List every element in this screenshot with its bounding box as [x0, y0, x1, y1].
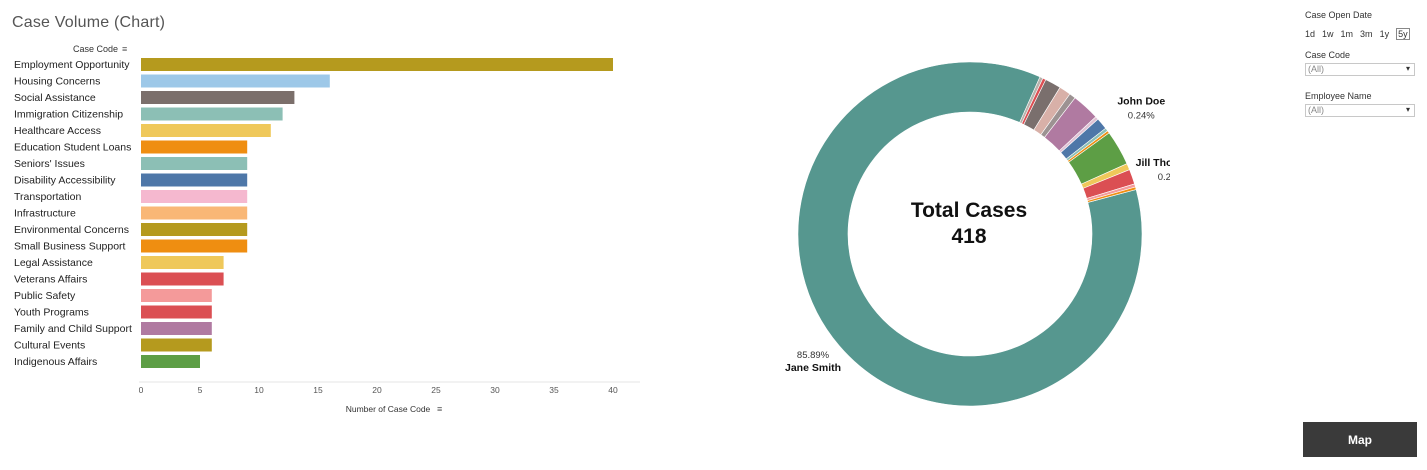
x-tick-label: 25 [431, 385, 441, 395]
bar[interactable] [141, 256, 224, 269]
category-label: Cultural Events [14, 340, 85, 352]
bar[interactable] [141, 58, 613, 71]
x-tick-label: 30 [490, 385, 500, 395]
bar[interactable] [141, 355, 200, 368]
bar[interactable] [141, 223, 248, 236]
date-range-1w[interactable]: 1w [1322, 29, 1334, 39]
category-label: Housing Concerns [14, 76, 100, 88]
x-tick-label: 40 [608, 385, 618, 395]
category-label: Legal Assistance [14, 257, 93, 269]
bar[interactable] [141, 338, 212, 352]
filter-employee-name: Employee Name (All) ▾ [1305, 91, 1415, 117]
map-button[interactable]: Map [1303, 422, 1417, 457]
date-range-selector: 1d 1w 1m 3m 1y 5y [1305, 24, 1417, 42]
category-label: Healthcare Access [14, 125, 101, 137]
donut-center-title: Total Cases [911, 199, 1027, 222]
employee-name-filter-label: Employee Name [1305, 91, 1372, 101]
x-tick-label: 0 [139, 385, 144, 395]
sort-icon[interactable]: ≡ [122, 44, 127, 54]
bar[interactable] [141, 239, 248, 253]
category-label: Public Safety [14, 290, 76, 302]
x-tick-label: 10 [254, 385, 264, 395]
category-label: Employment Opportunity [14, 59, 130, 71]
donut-slice-percent-label: 85.89% [797, 350, 830, 361]
date-range-1d[interactable]: 1d [1305, 29, 1316, 39]
donut-slice-percent-label: 0.24% [1128, 110, 1155, 121]
x-tick-label: 20 [372, 385, 382, 395]
bar[interactable] [141, 322, 212, 335]
date-range-1y[interactable]: 1y [1379, 29, 1390, 39]
category-label: Disability Accessibility [14, 175, 116, 187]
bar[interactable] [141, 157, 248, 170]
x-tick-label: 35 [549, 385, 559, 395]
dropdown-arrow-icon: ▾ [1405, 64, 1410, 73]
employee-name-dropdown-value: (All) [1308, 105, 1324, 115]
category-label: Seniors' Issues [14, 158, 85, 170]
case-code-filter-label: Case Code [1305, 50, 1351, 60]
x-axis-title: Number of Case Code [346, 404, 431, 414]
category-label: Social Assistance [14, 92, 96, 104]
donut-slice-name-label: Jane Smith [785, 362, 841, 374]
sort-icon[interactable]: ≡ [437, 404, 442, 414]
bar-chart: Case Code ≡ Employment Opportunity Housing … [14, 44, 640, 414]
bar[interactable] [141, 272, 224, 286]
donut-slice-name-label: John Doe [1117, 95, 1165, 107]
category-label: Family and Child Support [14, 323, 132, 335]
bar[interactable] [141, 206, 248, 220]
bar[interactable] [141, 74, 330, 88]
dropdown-arrow-icon: ▾ [1405, 105, 1410, 114]
bar[interactable] [141, 91, 295, 104]
donut-center-value: 418 [951, 225, 986, 248]
bar[interactable] [141, 190, 248, 203]
bar[interactable] [141, 124, 271, 137]
donut-slice[interactable] [1086, 186, 1137, 203]
row-header-label: Case Code [73, 44, 118, 54]
category-label: Infrastructure [14, 208, 76, 220]
x-tick-label: 5 [198, 385, 203, 395]
category-label: Environmental Concerns [14, 224, 129, 236]
category-label: Transportation [14, 191, 81, 203]
bar[interactable] [141, 140, 248, 154]
bar[interactable] [141, 107, 283, 121]
employee-name-dropdown[interactable]: (All) ▾ [1305, 104, 1415, 117]
donut-slice-percent-label: 0.24% [1158, 172, 1170, 183]
bar[interactable] [141, 305, 212, 319]
case-code-dropdown[interactable]: (All) ▾ [1305, 63, 1415, 76]
case-code-dropdown-value: (All) [1308, 64, 1324, 74]
donut-slice[interactable] [797, 61, 1143, 407]
category-label: Youth Programs [14, 307, 89, 319]
date-range-1m[interactable]: 1m [1340, 29, 1354, 39]
category-label: Education Student Loans [14, 142, 131, 154]
chart-title: Case Volume (Chart) [12, 14, 166, 31]
donut-slice-name-label: Jill Thompson [1136, 157, 1170, 169]
category-label: Small Business Support [14, 241, 126, 253]
x-tick-label: 15 [313, 385, 323, 395]
category-label: Veterans Affairs [14, 274, 87, 286]
category-label: Immigration Citizenship [14, 109, 123, 121]
filter-case-code: Case Code (All) ▾ [1305, 50, 1415, 76]
category-label: Indigenous Affairs [14, 356, 97, 368]
date-range-5y[interactable]: 5y [1396, 28, 1410, 40]
bar[interactable] [141, 173, 248, 187]
bar[interactable] [141, 289, 212, 302]
date-range-3m[interactable]: 3m [1360, 29, 1373, 39]
filter-case-open-date: Case Open Date 1d 1w 1m 3m 1y 5y [1305, 10, 1417, 42]
case-open-date-label: Case Open Date [1305, 10, 1373, 20]
